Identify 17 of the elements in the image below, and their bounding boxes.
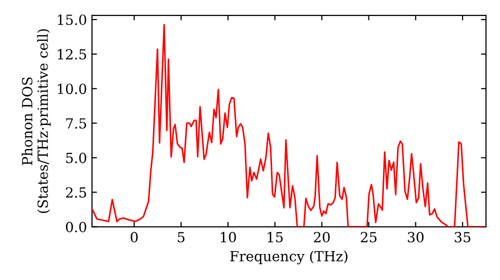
x-tick-label: 35 <box>454 232 470 242</box>
y-tick-label: 15.0 <box>58 14 86 26</box>
x-tick-label: 20 <box>314 232 330 242</box>
y-tick-label: 5.0 <box>66 152 86 164</box>
x-tick-label: 5 <box>178 232 184 242</box>
y-axis-title: Phonon DOS (States/THz·primitive cell) <box>22 29 51 213</box>
x-tick-label: 10 <box>220 232 236 242</box>
y-tick-label: 12.5 <box>58 49 86 60</box>
y-tick-label: 0.0 <box>66 222 86 232</box>
x-tick-label: 25 <box>360 232 377 242</box>
x-tick-label: 30 <box>408 232 424 242</box>
y-tick-label: 7.5 <box>66 118 86 129</box>
x-tick-label: 15 <box>268 232 283 242</box>
y-tick-label: 10.0 <box>58 84 86 94</box>
x-axis-title: Frequency (THz) <box>230 250 348 264</box>
y-tick-label: 2.5 <box>66 187 86 198</box>
x-tick-label: 0 <box>130 232 138 242</box>
